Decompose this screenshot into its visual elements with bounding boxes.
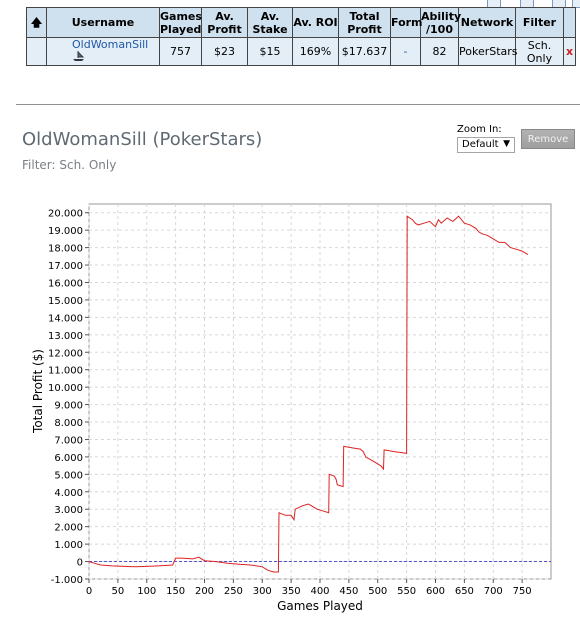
y-tick-label: 11.000 [48, 366, 83, 377]
y-tick-label: -1.000 [51, 575, 83, 586]
x-tick-label: 450 [339, 586, 358, 597]
y-tick-label: 17.000 [48, 261, 83, 272]
remove-row-button[interactable]: x [563, 37, 576, 66]
remove-button[interactable]: Remove [521, 129, 575, 149]
x-tick-label: 550 [397, 586, 416, 597]
cell-network: PokerStars [458, 37, 518, 66]
cell-av-stake: $15 [247, 37, 293, 66]
y-tick-label: 18.000 [48, 244, 83, 255]
x-tick-label: 100 [137, 586, 156, 597]
zoom-label: Zoom In: [457, 124, 502, 135]
y-tick-label: 20.000 [48, 209, 83, 220]
zoom-select[interactable]: Default ▼ [457, 137, 515, 153]
x-tick-label: 250 [224, 586, 243, 597]
y-tick-label: 1.000 [54, 540, 83, 551]
header-av-stake[interactable]: Av. Stake [247, 7, 293, 38]
zoom-selected-value: Default [462, 139, 499, 150]
series-line-total-profit [88, 215, 529, 573]
section-divider [16, 104, 580, 105]
y-tick-label: 5.000 [54, 470, 83, 481]
header-form[interactable]: Form [390, 7, 423, 38]
header-total-profit[interactable]: Total Profit [338, 7, 391, 38]
x-axis-label: Games Played [277, 599, 363, 613]
player-stats-table: 🡅 Username Games Played Av. Profit Av. S… [26, 7, 576, 66]
y-axis-label: Total Profit ($) [31, 349, 45, 434]
y-tick-label: 4.000 [54, 488, 83, 499]
cell-av-profit: $23 [201, 37, 248, 66]
x-tick-label: 0 [86, 586, 92, 597]
x-tick-label: 350 [282, 586, 301, 597]
y-tick-label: 9.000 [54, 401, 83, 412]
filter-label: Filter: Sch. Only [22, 158, 117, 172]
cell-games-played: 757 [159, 37, 202, 66]
header-av-profit[interactable]: Av. Profit [201, 7, 248, 38]
x-tick-label: 750 [513, 586, 532, 597]
y-tick-label: 2.000 [54, 523, 83, 534]
header-av-roi[interactable]: Av. ROI [292, 7, 339, 38]
link-icon[interactable] [572, 0, 580, 8]
cell-ability: 82 [420, 37, 459, 66]
header-network[interactable]: Network [458, 7, 516, 38]
page-title: OldWomanSill (PokerStars) [22, 129, 263, 150]
y-tick-label: 7.000 [54, 435, 83, 446]
x-tick-label: 650 [455, 586, 474, 597]
table-header-row: 🡅 Username Games Played Av. Profit Av. S… [26, 7, 576, 38]
header-filter[interactable]: Filter [515, 7, 564, 38]
header-games-played[interactable]: Games Played [159, 7, 202, 38]
y-tick-label: 19.000 [48, 226, 83, 237]
x-tick-label: 300 [253, 586, 272, 597]
cell-filter: Sch. Only [515, 37, 564, 66]
header-username[interactable]: Username [46, 7, 160, 38]
y-tick-label: 12.000 [48, 348, 83, 359]
profit-chart: -1.00001.0002.0003.0004.0005.0006.0007.0… [31, 203, 552, 613]
y-axis: -1.000 0 1.000 2.000 3.000 4.000 5.000 6.000 7.0… [48, 209, 89, 586]
arrow-up-icon[interactable]: 🡅 [30, 16, 43, 29]
header-ability[interactable]: Ability /100 [420, 7, 462, 38]
chart-grid [88, 204, 551, 580]
row-spacer [26, 37, 47, 66]
cell-total-profit: $17.637 [338, 37, 391, 66]
x-tick-label: 400 [310, 586, 329, 597]
cell-username: OldWomanSill [46, 37, 160, 66]
sort-header[interactable]: 🡅 [26, 7, 47, 38]
table-row: OldWomanSill 757 $23 $15 169% $17.637 - … [26, 37, 576, 66]
y-tick-label: 16.000 [48, 278, 83, 289]
x-tick-label: 150 [166, 586, 185, 597]
y-tick-label: 3.000 [54, 505, 83, 516]
chevron-down-icon[interactable]: ▼ [503, 139, 510, 149]
x-tick-label: 200 [195, 586, 214, 597]
x-axis: 0 50 100 150 200 250 300 350 400 450 500 550 600 650 7… [86, 579, 532, 597]
pokerstars-icon [72, 50, 85, 65]
x-tick-label: 500 [368, 586, 387, 597]
y-tick-label: 8.000 [54, 418, 83, 429]
cell-av-roi: 169% [292, 37, 339, 66]
y-tick-label: 10.000 [48, 383, 83, 394]
y-tick-label: 14.000 [48, 313, 83, 324]
y-tick-label: 6.000 [54, 453, 83, 464]
x-tick-label: 700 [484, 586, 503, 597]
cell-form[interactable]: - [390, 37, 421, 66]
y-tick-label: 15.000 [48, 296, 83, 307]
y-tick-label: 13.000 [48, 331, 83, 342]
x-tick-label: 600 [426, 586, 445, 597]
header-remove [563, 7, 576, 38]
username-link[interactable]: OldWomanSill [72, 38, 149, 51]
x-tick-label: 50 [112, 586, 125, 597]
y-tick-label: 0 [77, 558, 83, 569]
